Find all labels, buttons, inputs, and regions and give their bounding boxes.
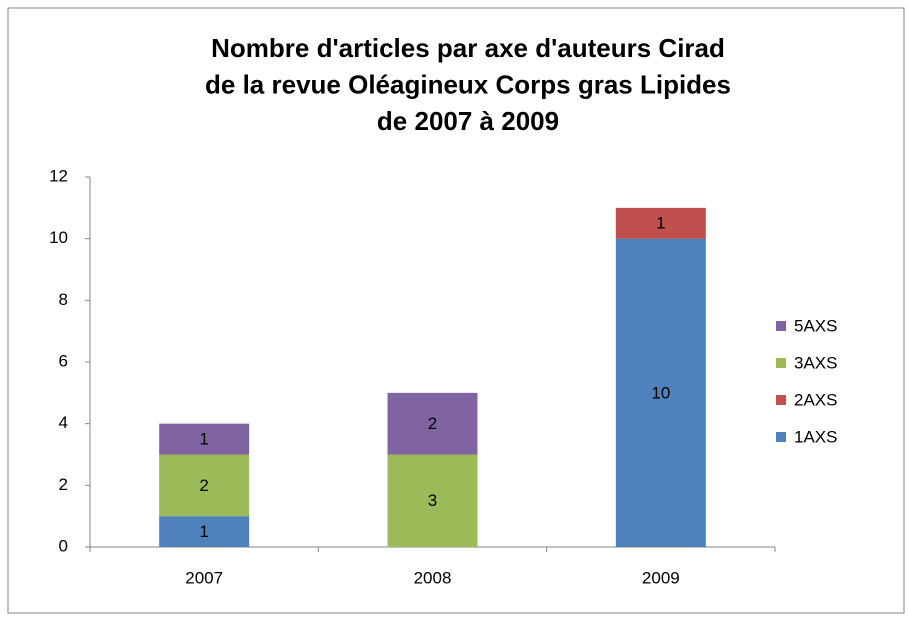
bar-segment (159, 423, 250, 455)
y-tick-label: 0 (59, 536, 68, 555)
y-tick-label: 8 (59, 290, 68, 309)
x-tick-label: 2009 (642, 568, 680, 587)
chart-title: de la revue Oléagineux Corps gras Lipide… (205, 69, 731, 99)
bar-segment (159, 454, 250, 517)
chart-title: Nombre d'articles par axe d'auteurs Cira… (211, 33, 725, 63)
data-label: 3 (428, 491, 437, 510)
legend-label: 5AXS (794, 316, 837, 335)
y-tick-label: 4 (59, 413, 68, 432)
legend-label: 2AXS (794, 390, 837, 409)
bar-segment (615, 207, 706, 239)
legend-label: 1AXS (794, 427, 837, 446)
data-label: 1 (199, 522, 208, 541)
data-label: 10 (651, 383, 670, 402)
y-tick-label: 6 (59, 351, 68, 370)
bar-segment (159, 516, 250, 547)
y-tick-label: 2 (59, 475, 68, 494)
bar-segment (387, 454, 478, 547)
bar-segment (387, 392, 478, 455)
data-label: 2 (428, 414, 437, 433)
x-tick-label: 2007 (185, 568, 223, 587)
y-tick-label: 12 (49, 166, 68, 185)
data-label: 1 (656, 214, 665, 233)
x-tick-label: 2008 (414, 568, 452, 587)
y-tick-label: 10 (49, 228, 68, 247)
legend-swatch (776, 432, 786, 442)
data-label: 2 (199, 476, 208, 495)
chart-title: de 2007 à 2009 (377, 106, 559, 136)
legend-swatch (776, 358, 786, 368)
legend-swatch (776, 395, 786, 405)
legend-swatch (776, 321, 786, 331)
legend-label: 3AXS (794, 353, 837, 372)
data-label: 1 (199, 430, 208, 449)
bar-segment (615, 238, 706, 547)
